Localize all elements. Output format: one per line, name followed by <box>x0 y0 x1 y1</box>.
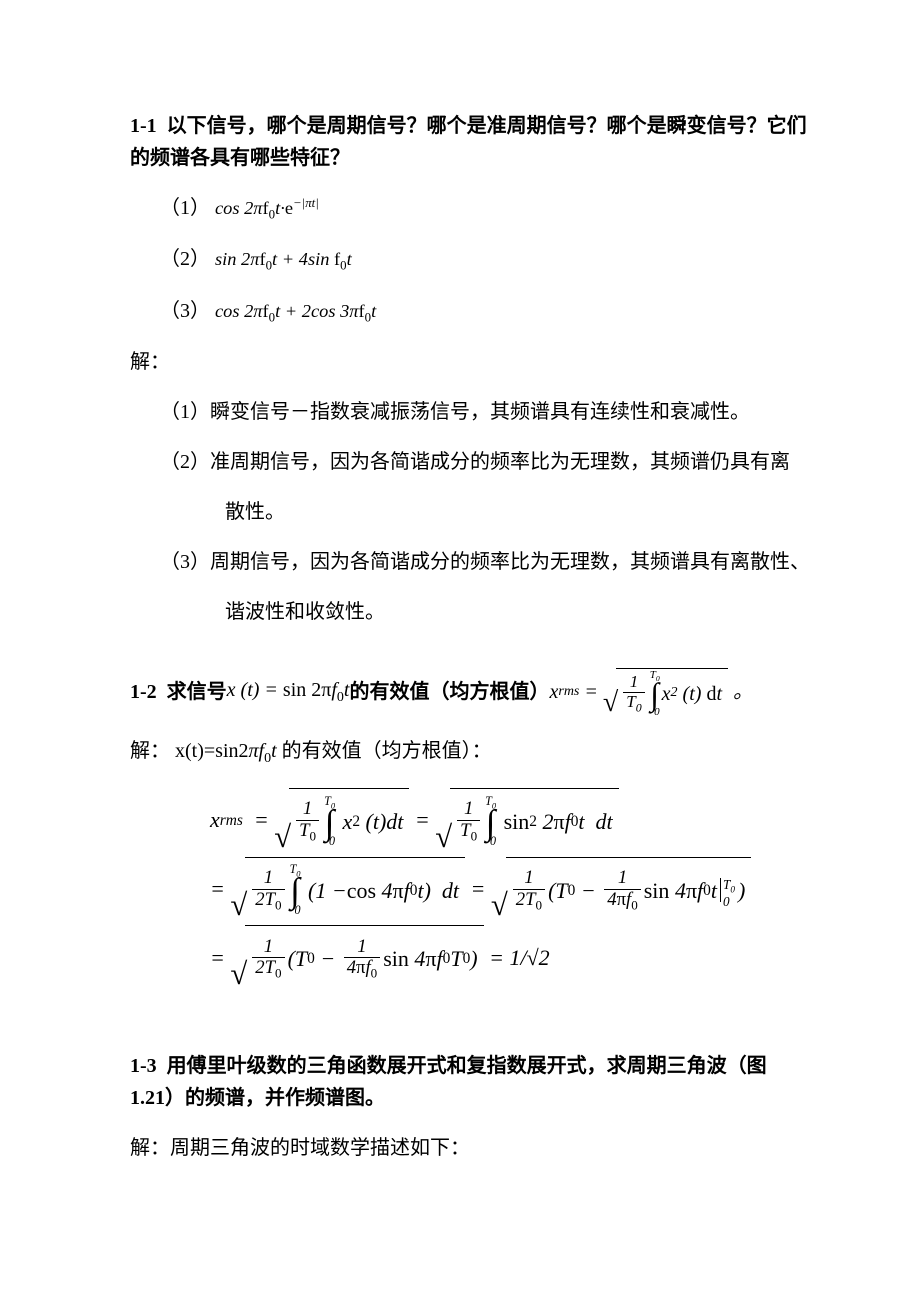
q2-title-pre: 求信号 <box>167 676 227 708</box>
q2-heading: 1-2 求信号 x (t) = sin 2πf0t 的有效值（均方根值） xrm… <box>130 668 810 717</box>
q2-eq-row-2: = √ 12T0 T0∫0 (1 − cos 4πf0t) dt = √ 12T… <box>210 857 810 922</box>
q1-a3-label: （3） <box>160 551 210 573</box>
q3-answer-label: 解： <box>130 1137 170 1159</box>
q1-item-2: （2） sin 2πf0t + 4sin f0t <box>130 243 810 276</box>
q1-item1-label: （1） <box>160 197 210 219</box>
q3-answer-line: 解：周期三角波的时域数学描述如下： <box>130 1132 810 1164</box>
q1-item3-expr: cos 2πf0t + 2cos 3πf0t <box>215 301 376 321</box>
q1-heading: 1-1 以下信号，哪个是周期信号？哪个是准周期信号？哪个是瞬变信号？它们的频谱各… <box>130 110 810 174</box>
q1-answer-2-l1: （2）准周期信号，因为各简谐成分的频率比为无理数，其频谱仍具有离 <box>130 446 810 478</box>
q3-number: 1-3 <box>130 1055 157 1077</box>
q3-heading: 1-3 用傅里叶级数的三角函数展开式和复指数展开式，求周期三角波（图1.21）的… <box>130 1050 810 1114</box>
q2-eq-row-3: = √ 12T0 (T0 − 14πf0 sin 4πf0T0) = 1/√2 <box>210 925 810 990</box>
q2-number: 1-2 <box>130 676 157 708</box>
q1-answer-2-l2: 散性。 <box>130 496 810 528</box>
q2-answer-label: 解： <box>130 740 170 762</box>
q3-title: 用傅里叶级数的三角函数展开式和复指数展开式，求周期三角波（图1.21）的频谱，并… <box>130 1055 767 1109</box>
q2-answer-line: 解： x(t)=sin2πf0t 的有效值（均方根值）： <box>130 735 810 770</box>
q1-answer-3-l2: 谐波性和收敛性。 <box>130 596 810 628</box>
q1-a2-text-l1: 准周期信号，因为各简谐成分的频率比为无理数，其频谱仍具有离 <box>210 451 790 473</box>
q1-item2-label: （2） <box>160 248 210 270</box>
q2-title-mid: 的有效值（均方根值） <box>349 676 549 708</box>
q1-item-1: （1） cos 2πf0t·e−|πt| <box>130 192 810 225</box>
q3-answer-lead: 周期三角波的时域数学描述如下： <box>170 1137 470 1159</box>
q1-a1-label: （1） <box>160 401 210 423</box>
q1-item-3: （3） cos 2πf0t + 2cos 3πf0t <box>130 295 810 328</box>
q2-eq-row-1: xrms = √ 1T0 T0∫0 x2 (t)dt = √ 1T0 T0∫0 … <box>210 788 810 853</box>
q2-title-xeq: x (t) = sin 2πf0t <box>227 674 350 709</box>
q1-answer-label: 解： <box>130 346 810 378</box>
q1-a1-text: 瞬变信号－指数衰减振荡信号，其频谱具有连续性和衰减性。 <box>210 401 750 423</box>
q2-derivation: xrms = √ 1T0 T0∫0 x2 (t)dt = √ 1T0 T0∫0 … <box>130 788 810 990</box>
q1-number: 1-1 <box>130 115 157 137</box>
q1-item1-expr: cos 2πf0t·e−|πt| <box>215 198 319 218</box>
q1-a3-text-l1: 周期信号，因为各简谐成分的频率比为无理数，其频谱具有离散性、 <box>210 551 810 573</box>
q1-item3-label: （3） <box>160 300 210 322</box>
q2-answer-lead: x(t)=sin2πf0t 的有效值（均方根值）： <box>175 740 492 762</box>
q1-a2-label: （2） <box>160 451 210 473</box>
q1-item2-expr: sin 2πf0t + 4sin f0t <box>215 249 352 269</box>
q1-title: 以下信号，哪个是周期信号？哪个是准周期信号？哪个是瞬变信号？它们的频谱各具有哪些… <box>130 115 807 169</box>
q1-answer-1: （1）瞬变信号－指数衰减振荡信号，其频谱具有连续性和衰减性。 <box>130 396 810 428</box>
q2-rms-def: xrms = √ 1T0 T0∫0 x2 (t) dt 。 <box>549 668 753 717</box>
page: 1-1 以下信号，哪个是周期信号？哪个是准周期信号？哪个是瞬变信号？它们的频谱各… <box>0 0 920 1242</box>
q1-answer-3-l1: （3）周期信号，因为各简谐成分的频率比为无理数，其频谱具有离散性、 <box>130 546 810 578</box>
